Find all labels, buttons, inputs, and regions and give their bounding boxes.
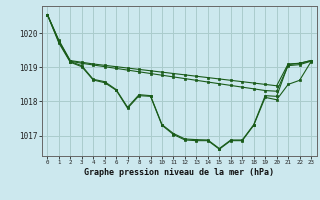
X-axis label: Graphe pression niveau de la mer (hPa): Graphe pression niveau de la mer (hPa) xyxy=(84,168,274,177)
